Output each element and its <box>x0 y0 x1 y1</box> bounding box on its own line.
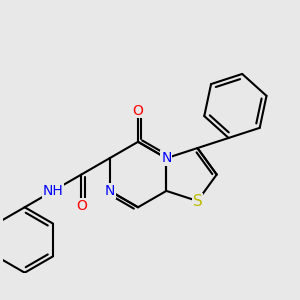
Text: O: O <box>133 104 143 118</box>
Text: N: N <box>104 184 115 198</box>
Text: N: N <box>161 151 172 165</box>
Text: S: S <box>193 194 202 208</box>
Text: O: O <box>76 199 87 213</box>
Text: NH: NH <box>43 184 63 198</box>
